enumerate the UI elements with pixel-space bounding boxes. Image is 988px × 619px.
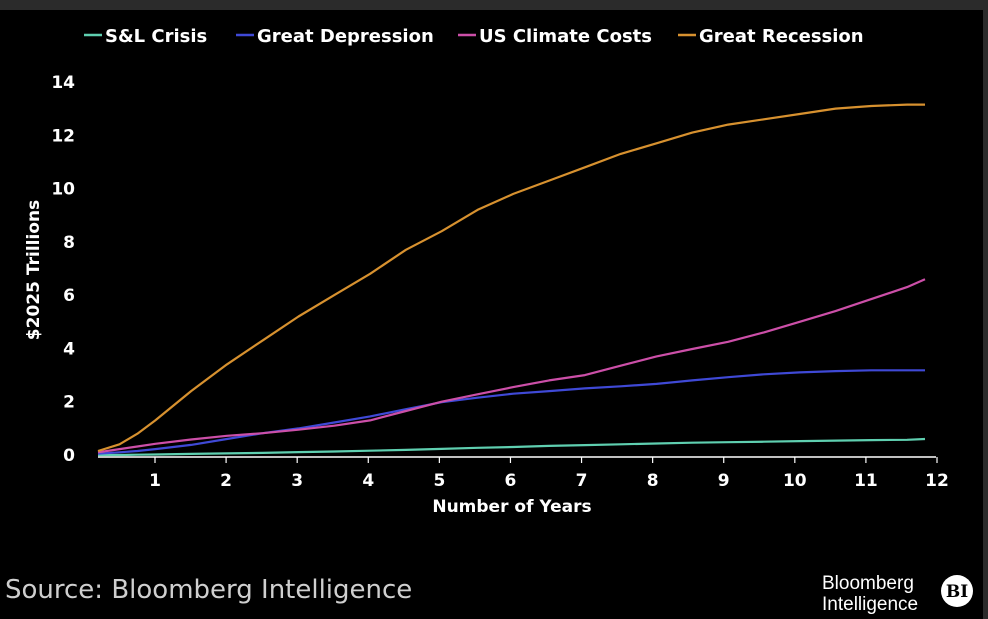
x-tick-label: 3 <box>291 471 303 491</box>
x-axis-title: Number of Years <box>432 497 591 517</box>
x-tick-label: 8 <box>647 471 659 491</box>
legend-label-us-climate-costs: US Climate Costs <box>479 26 652 47</box>
y-tick-label: 12 <box>51 126 75 146</box>
source-text: Source: Bloomberg Intelligence <box>5 575 412 605</box>
y-tick-label: 6 <box>63 286 75 306</box>
legend-label-great-depression: Great Depression <box>257 26 434 47</box>
y-axis-title: $2025 Trillions <box>24 200 44 340</box>
x-tick-label: 9 <box>718 471 730 491</box>
brand-name-line2: Intelligence <box>822 594 918 615</box>
x-tick-label: 12 <box>925 471 949 491</box>
bi-badge <box>941 575 973 607</box>
y-tick-label: 2 <box>63 393 75 413</box>
bi-badge-text: BI <box>946 582 968 602</box>
x-axis-ticks: 1 2 3 4 5 6 7 8 9 10 11 12 <box>149 457 949 491</box>
legend-label-great-recession: Great Recession <box>699 26 864 47</box>
chart-svg: S&L Crisis Great Depression US Climate Cos… <box>5 26 973 615</box>
x-tick-label: 7 <box>576 471 588 491</box>
brand-name-line1: Bloomberg <box>822 573 914 594</box>
series-line-great-depression <box>97 369 925 455</box>
series-line-us-climate-costs <box>97 278 926 454</box>
x-tick-label: 5 <box>433 471 445 491</box>
y-tick-label: 14 <box>51 73 75 93</box>
y-tick-label: 8 <box>63 233 75 253</box>
y-tick-label: 4 <box>63 339 75 359</box>
x-tick-label: 10 <box>783 471 807 491</box>
series-lines <box>97 103 926 457</box>
y-tick-label: 10 <box>51 180 75 200</box>
x-tick-label: 4 <box>362 471 374 491</box>
legend-label-s-l-crisis: S&L Crisis <box>105 26 207 47</box>
y-axis-ticks: 0 2 4 6 8 10 12 14 <box>51 73 75 466</box>
x-tick-label: 6 <box>505 471 517 491</box>
chart-frame: S&L Crisis Great Depression US Climate Cos… <box>0 10 983 619</box>
y-tick-label: 0 <box>63 446 75 466</box>
series-line-great-recession <box>97 103 925 453</box>
x-tick-label: 1 <box>149 471 161 491</box>
legend: S&L Crisis Great Depression US Climate Cos… <box>84 26 864 47</box>
x-tick-label: 2 <box>220 471 232 491</box>
x-tick-label: 11 <box>854 471 878 491</box>
series-line-s-l-crisis <box>98 437 926 457</box>
